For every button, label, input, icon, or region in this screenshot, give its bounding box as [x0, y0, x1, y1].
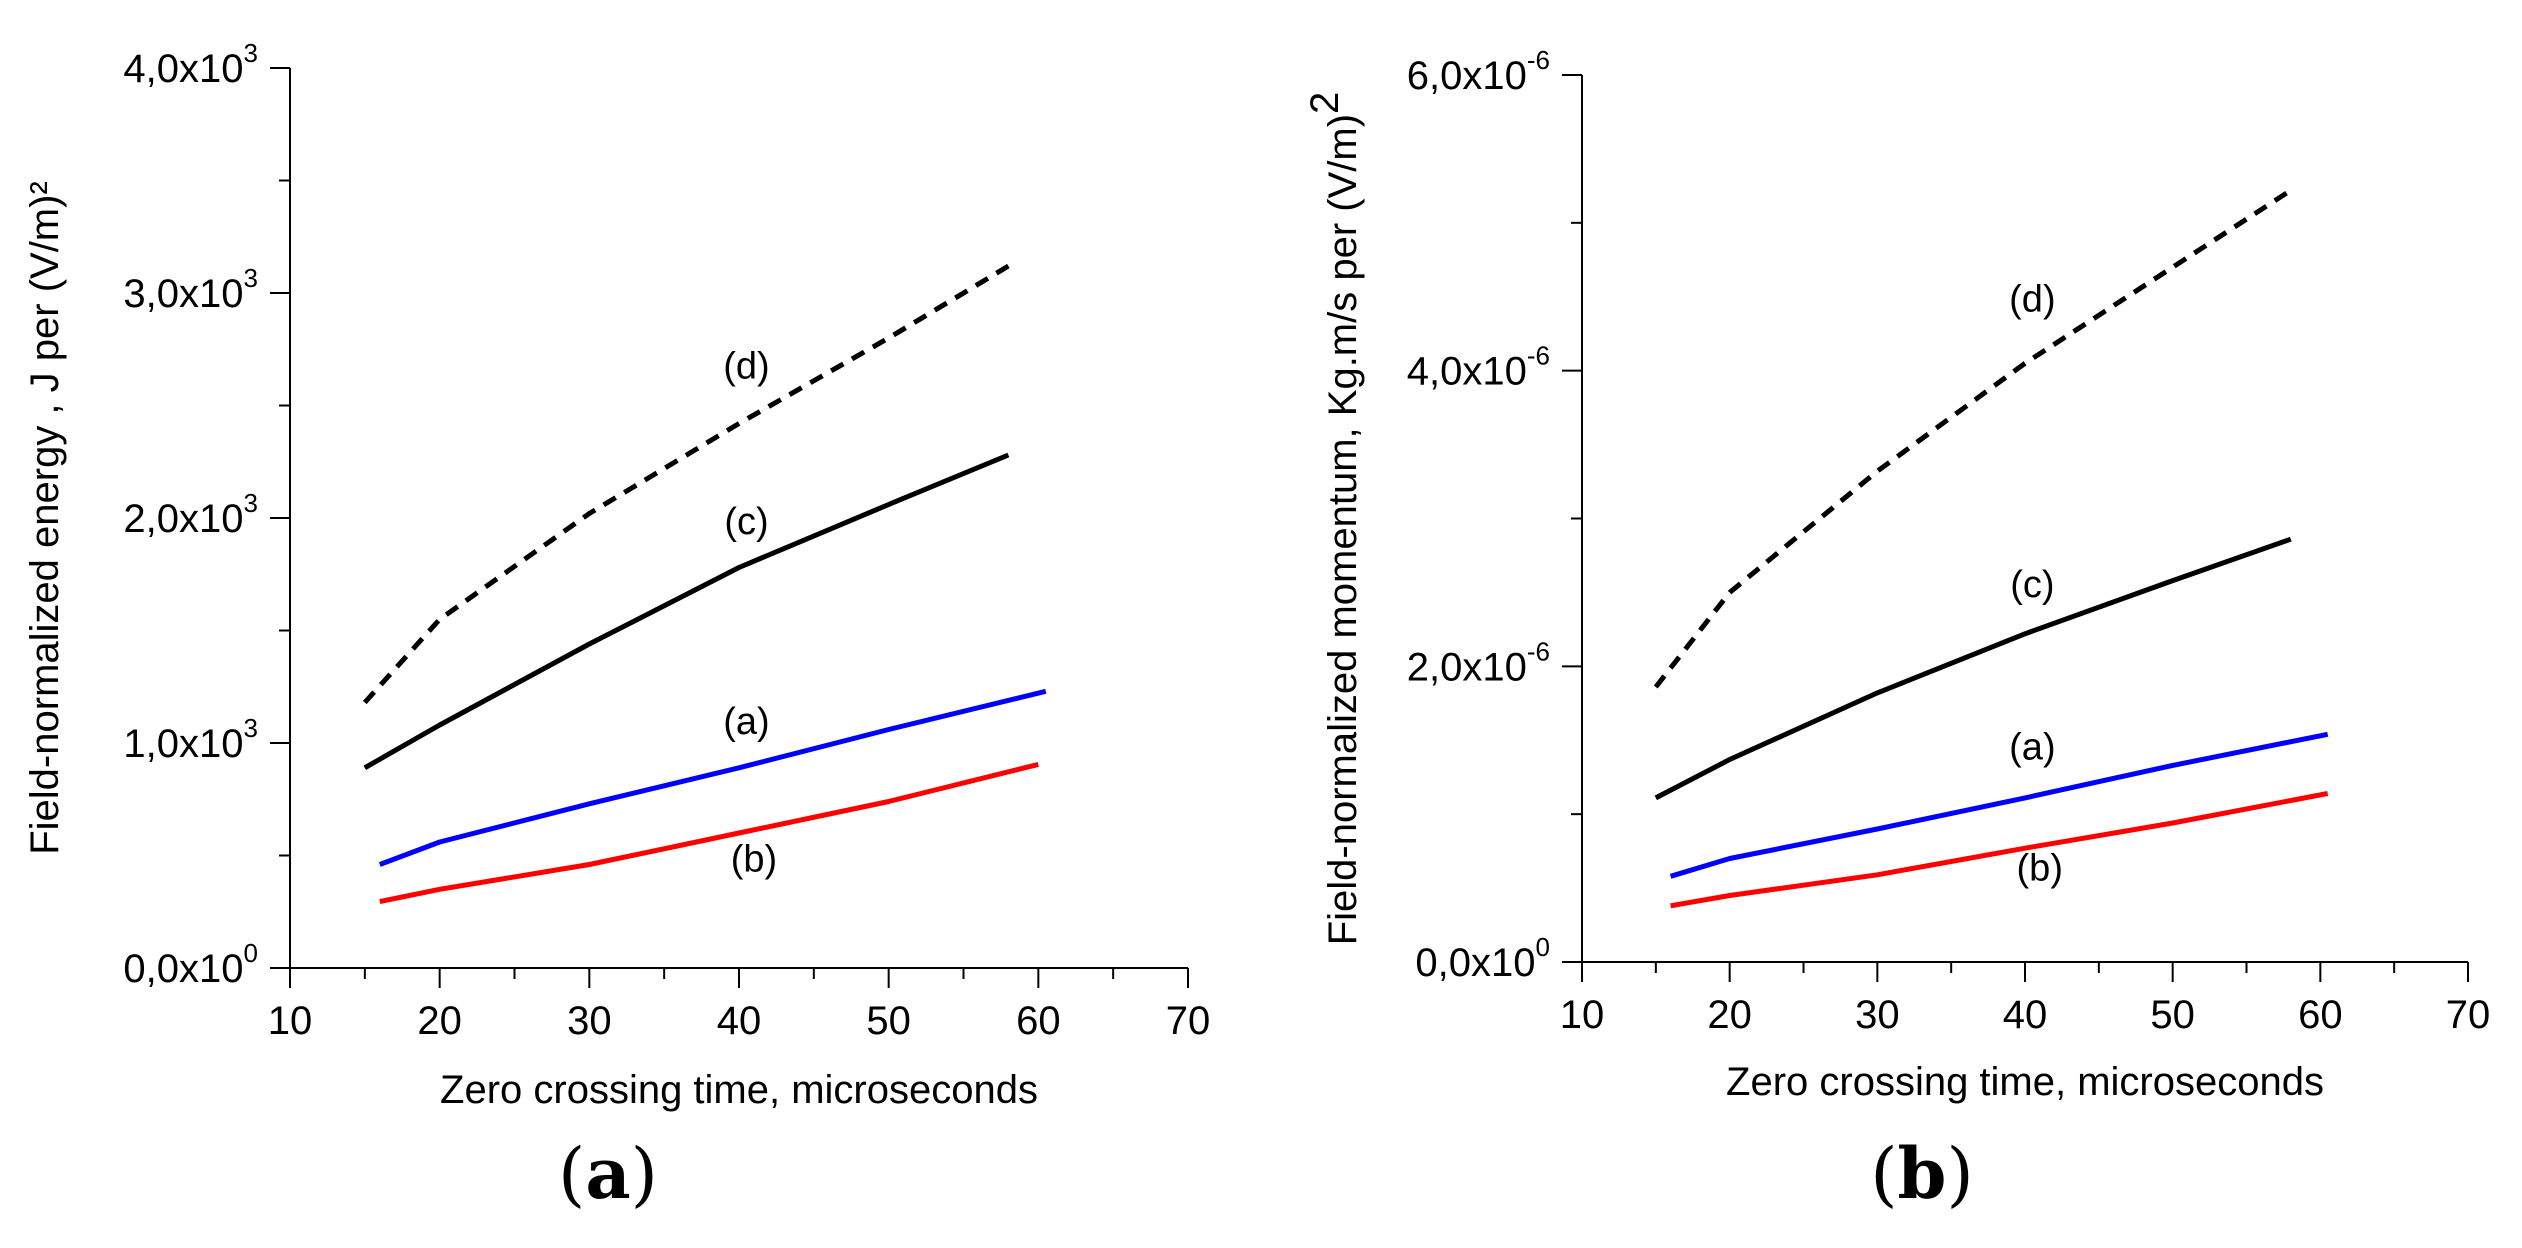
series-line-b-b: [1670, 791, 2329, 909]
curve-label: (c): [724, 501, 768, 543]
panel-label-a: (a): [558, 1132, 658, 1215]
curve-label: (a): [723, 701, 769, 743]
y-tick-label: 2,0x103: [123, 488, 258, 541]
series-line-a-d: [362, 263, 1010, 705]
x-tick-label: 20: [417, 999, 462, 1043]
x-tick-label: 70: [1166, 999, 1211, 1043]
y-tick-label: 6,0x10-6: [1407, 45, 1550, 98]
x-tick-label: 20: [1707, 993, 1752, 1037]
x-tick-label: 60: [1016, 999, 1061, 1043]
x-axis-title: Zero crossing time, microseconds: [440, 1068, 1038, 1112]
curve-label: (d): [2009, 279, 2055, 321]
x-axis-title: Zero crossing time, microseconds: [1726, 1060, 2324, 1104]
y-tick-label: 3,0x103: [123, 263, 258, 316]
y-tick-label: 2,0x10-6: [1407, 636, 1550, 689]
x-tick-label: 60: [2298, 993, 2343, 1037]
x-tick-label: 10: [268, 999, 313, 1043]
y-tick-label: 4,0x10-6: [1407, 341, 1550, 394]
series-line-b-d: [1653, 188, 2293, 689]
y-axis-title: Field-normalized energy , J per (V/m)²: [23, 181, 67, 855]
x-tick-label: 30: [567, 999, 612, 1043]
series-line-b-a: [1669, 731, 2329, 879]
series-line-a-a: [378, 688, 1047, 867]
chart-panel-b: 10 20 30 40 50 60 70 0,0x100 2,0x10-6 4,0x10-6 6,0…: [1303, 45, 2490, 1215]
x-tick-label: 30: [1855, 993, 1900, 1037]
curve-label: (a): [2009, 726, 2055, 768]
y-tick-label: 1,0x103: [123, 713, 258, 766]
y-axis-title: Field-normalized momentum, Kg.m/s per (V…: [1303, 92, 1365, 946]
x-tick-label: 70: [2446, 993, 2491, 1037]
x-tick-label: 40: [717, 999, 762, 1043]
x-tick-label: 40: [2003, 993, 2048, 1037]
y-tick-label: 0,0x100: [123, 938, 258, 991]
chart-panel-a: 10 20 30 40 50 60 70 0,0x100 1,0x103 2,0x103 3,0x1…: [23, 38, 1210, 1215]
series-line-a-c: [363, 452, 1010, 770]
curve-label: (c): [2010, 564, 2054, 606]
panel-label-b: (b): [1870, 1132, 1974, 1215]
x-tick-label: 50: [866, 999, 911, 1043]
x-tick-label: 10: [1560, 993, 1605, 1037]
curve-label: (b): [2017, 848, 2063, 890]
y-tick-label: 4,0x103: [123, 38, 258, 91]
curve-label: (d): [723, 346, 769, 388]
series-line-a-b: [379, 761, 1039, 905]
curve-label: (b): [731, 838, 777, 880]
y-tick-label: 0,0x100: [1415, 932, 1550, 985]
series-line-b-c: [1654, 536, 2292, 801]
x-tick-label: 50: [2150, 993, 2195, 1037]
